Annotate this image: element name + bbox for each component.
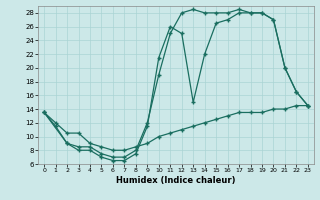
X-axis label: Humidex (Indice chaleur): Humidex (Indice chaleur) — [116, 176, 236, 185]
